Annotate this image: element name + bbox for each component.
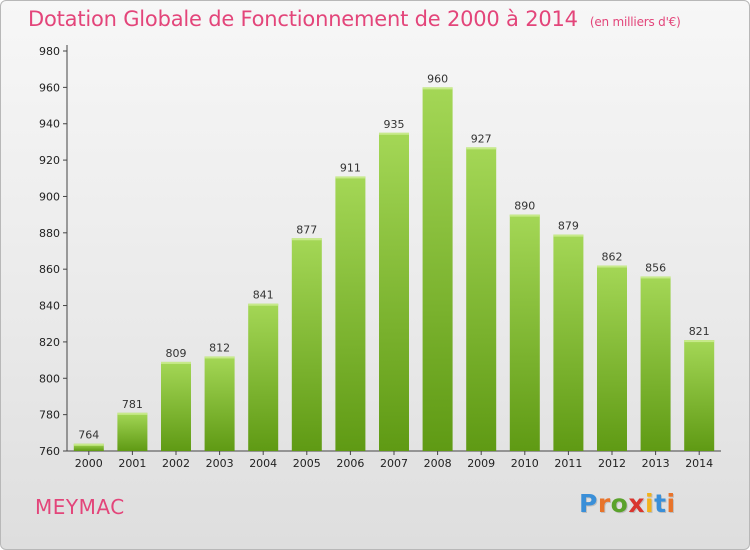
bar-2005 [291,238,322,451]
y-tick-label: 920 [39,154,60,167]
proxiti-logo: Proxiti [579,489,676,518]
logo-letter: i [645,489,655,518]
bar-2001 [117,412,148,451]
y-tick-label: 820 [39,336,60,349]
bar-2002 [161,361,191,451]
bar-highlight-2000 [73,443,104,446]
x-tick-label-2000: 2000 [75,457,103,470]
data-label-2014: 821 [689,325,710,338]
x-tick-label-2010: 2010 [511,457,539,470]
bar-highlight-2009 [466,147,497,150]
bar-highlight-2012 [597,265,627,268]
bar-2013 [640,276,671,451]
data-label-2012: 862 [602,251,623,264]
bar-2014 [684,340,715,451]
y-tick-label: 800 [39,372,60,385]
bar-highlight-2005 [291,238,322,241]
x-tick-label-2005: 2005 [293,457,321,470]
x-tick-label-2009: 2009 [467,457,495,470]
data-label-2001: 781 [122,398,143,411]
chart-unit: (en milliers d'€) [589,15,681,29]
y-tick-label: 760 [39,445,60,458]
bar-2004 [248,303,279,451]
x-tick-label-2011: 2011 [554,457,582,470]
bar-highlight-2008 [422,87,453,90]
bar-highlight-2011 [553,234,584,237]
logo-letter: t [654,489,667,518]
bar-2010 [509,214,540,451]
bar-2003 [204,356,235,451]
data-label-2007: 935 [384,118,405,131]
bar-highlight-2010 [509,214,540,217]
bar-2008 [422,87,453,451]
data-label-2004: 841 [253,289,274,302]
data-label-2008: 960 [427,72,448,85]
logo-letter: x [628,489,645,518]
data-label-2011: 879 [558,220,579,233]
logo-letter: i [666,489,676,518]
y-tick-label: 780 [39,409,60,422]
y-tick-label: 960 [39,81,60,94]
bar-highlight-2014 [684,340,715,343]
x-tick-label-2006: 2006 [336,457,364,470]
data-label-2010: 890 [514,200,535,213]
data-label-2003: 812 [209,341,230,354]
bar-highlight-2004 [248,303,279,306]
y-tick-label: 900 [39,190,60,203]
bar-highlight-2006 [335,176,366,179]
chart-title-text: Dotation Globale de Fonctionnement de 20… [28,7,578,31]
y-tick-label: 880 [39,227,60,240]
x-tick-label-2014: 2014 [685,457,713,470]
bar-2009 [466,147,497,451]
data-label-2000: 764 [78,429,99,442]
x-tick-label-2004: 2004 [249,457,277,470]
bar-highlight-2003 [204,356,235,359]
bar-2012 [597,265,627,451]
bar-2011 [553,234,584,451]
bar-highlight-2013 [640,276,671,279]
x-tick-label-2003: 2003 [206,457,234,470]
bar-2007 [379,132,409,451]
logo-letter: P [579,489,598,518]
bar-highlight-2002 [161,361,191,364]
y-tick-label: 980 [39,45,60,58]
bar-highlight-2007 [379,132,409,135]
x-tick-label-2007: 2007 [380,457,408,470]
data-label-2013: 856 [645,261,666,274]
y-tick-label: 860 [39,263,60,276]
commune-name: MEYMAC [35,495,125,519]
bar-2000 [73,443,104,451]
logo-letter: r [597,489,611,518]
data-label-2009: 927 [471,132,492,145]
y-tick-label: 840 [39,300,60,313]
chart-title: Dotation Globale de Fonctionnement de 20… [28,7,681,31]
x-tick-label-2001: 2001 [118,457,146,470]
x-tick-label-2012: 2012 [598,457,626,470]
data-label-2002: 809 [166,347,187,360]
bar-highlight-2001 [117,412,148,415]
logo-letter: o [610,489,629,518]
x-tick-label-2002: 2002 [162,457,190,470]
data-label-2005: 877 [296,223,317,236]
y-tick-label: 940 [39,118,60,131]
data-label-2006: 911 [340,161,361,174]
bar-2006 [335,176,366,452]
x-tick-label-2013: 2013 [642,457,670,470]
x-tick-label-2008: 2008 [424,457,452,470]
